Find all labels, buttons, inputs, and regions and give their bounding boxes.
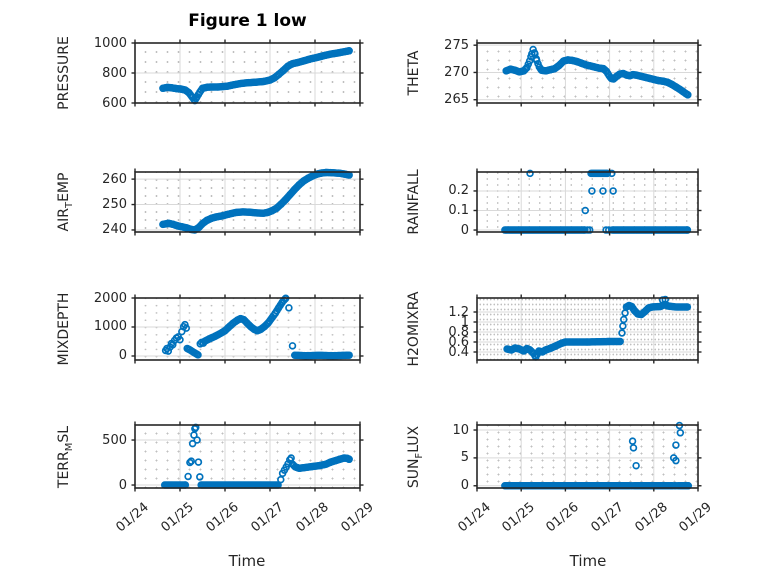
x-tick-label: 01/27 bbox=[588, 499, 627, 536]
axes-box bbox=[476, 424, 699, 489]
plot-svg bbox=[473, 294, 702, 364]
x-tick-label: 01/28 bbox=[293, 499, 332, 536]
y-axis-label-terr-msl: TERRMSL bbox=[56, 425, 75, 488]
y-tick-label: 275 bbox=[444, 37, 469, 53]
major-grid bbox=[476, 172, 699, 232]
y-tick-label: 260 bbox=[102, 171, 127, 187]
tick-marks bbox=[131, 39, 364, 107]
series-markers bbox=[503, 295, 692, 361]
minor-grid bbox=[135, 298, 360, 360]
y-tick-label: 0.8 bbox=[448, 324, 469, 340]
y-tick-label: 1000 bbox=[93, 35, 127, 51]
plot-svg bbox=[473, 421, 702, 492]
y-tick-label: 0.1 bbox=[448, 203, 469, 218]
y-tick-label: 800 bbox=[102, 65, 127, 81]
y-tick-label: 0 bbox=[460, 478, 469, 494]
y-tick-label: 0.4 bbox=[448, 344, 469, 360]
subplot-pressure: 600 800 1000 bbox=[94, 36, 364, 111]
y-tick-label: 5 bbox=[460, 450, 469, 466]
x-tick-label: 01/28 bbox=[632, 499, 671, 536]
x-tick-label: 01/27 bbox=[248, 499, 287, 536]
x-tick-label: 01/29 bbox=[676, 499, 715, 536]
plot-svg bbox=[131, 168, 364, 236]
series-markers bbox=[161, 294, 353, 360]
y-tick-label: 0.2 bbox=[448, 183, 469, 199]
x-tick-label: 01/25 bbox=[158, 499, 197, 536]
y-tick-label: 500 bbox=[102, 432, 127, 448]
subplot-sun-flux: 0 5 10 01/24 01/25 01/26 01/27 01/28 01/29 bbox=[452, 421, 715, 535]
x-tick-label: 01/26 bbox=[543, 499, 583, 536]
y-tick-label: 265 bbox=[444, 92, 469, 108]
series-markers bbox=[501, 169, 692, 234]
subplot-air-temp: 240 250 260 bbox=[102, 168, 364, 237]
y-tick-label: 10 bbox=[452, 422, 469, 438]
y-tick-label: 0 bbox=[118, 477, 127, 493]
y-tick-label: 1000 bbox=[93, 319, 127, 335]
axes-box bbox=[134, 297, 361, 361]
minor-grid bbox=[135, 425, 360, 488]
x-axis-label-left: Time bbox=[228, 552, 266, 570]
axes-box bbox=[476, 297, 699, 361]
minor-grid bbox=[135, 172, 360, 232]
y-tick-label: 240 bbox=[102, 222, 127, 238]
series-markers bbox=[502, 45, 692, 99]
subplot-mixdepth: 0 1000 2000 bbox=[94, 291, 364, 364]
minor-grid bbox=[477, 425, 698, 488]
plot-svg bbox=[131, 294, 364, 364]
tick-marks bbox=[473, 294, 702, 364]
figure-title: Figure 1 low bbox=[188, 11, 307, 31]
x-tick-label: 01/25 bbox=[499, 499, 539, 536]
plot-svg bbox=[473, 168, 702, 236]
subplot-theta: 265 270 275 bbox=[444, 38, 702, 107]
tick-marks bbox=[131, 421, 364, 492]
x-tick-label: 01/24 bbox=[113, 499, 152, 536]
y-tick-label: 270 bbox=[444, 64, 469, 80]
tick-marks bbox=[473, 421, 702, 492]
y-tick-label: 0.6 bbox=[448, 334, 469, 350]
subplot-h2omixra: 0.4 0.6 0.8 1 1.2 bbox=[448, 294, 702, 364]
y-tick-label: 0 bbox=[460, 222, 469, 238]
major-grid bbox=[134, 425, 361, 488]
series-markers bbox=[159, 168, 353, 234]
x-axis-label-right: Time bbox=[569, 552, 607, 570]
series-markers bbox=[501, 421, 693, 490]
series-markers bbox=[160, 423, 353, 489]
minor-grid bbox=[477, 172, 698, 232]
y-tick-label: 1.2 bbox=[448, 304, 469, 320]
y-tick-label: 1 bbox=[460, 314, 469, 330]
tick-marks bbox=[473, 168, 702, 236]
series-markers bbox=[159, 47, 353, 105]
major-grid bbox=[476, 425, 699, 488]
tick-marks bbox=[131, 294, 364, 364]
y-tick-label: 2000 bbox=[93, 290, 127, 306]
plot-svg bbox=[131, 39, 364, 107]
plot-svg bbox=[131, 421, 364, 492]
y-tick-label: 250 bbox=[102, 197, 127, 213]
subplot-terr-msl: 0 500 01/24 01/25 01/26 01/27 01/28 01/29 bbox=[102, 421, 377, 535]
axes-box bbox=[134, 171, 361, 233]
x-tick-label: 01/24 bbox=[455, 499, 494, 536]
axes-box bbox=[134, 424, 361, 489]
y-axis-label-sun-flux: SUNFLUX bbox=[406, 425, 425, 488]
x-tick-label: 01/26 bbox=[203, 499, 242, 536]
x-tick-label: 01/29 bbox=[338, 499, 377, 536]
y-tick-label: 0 bbox=[118, 348, 127, 364]
plot-svg bbox=[473, 39, 702, 107]
axes-box bbox=[476, 171, 699, 233]
y-tick-label: 600 bbox=[102, 95, 127, 111]
subplot-rainfall: 0 0.1 0.2 bbox=[448, 168, 702, 238]
tick-marks bbox=[131, 168, 364, 236]
tick-marks bbox=[473, 39, 702, 107]
